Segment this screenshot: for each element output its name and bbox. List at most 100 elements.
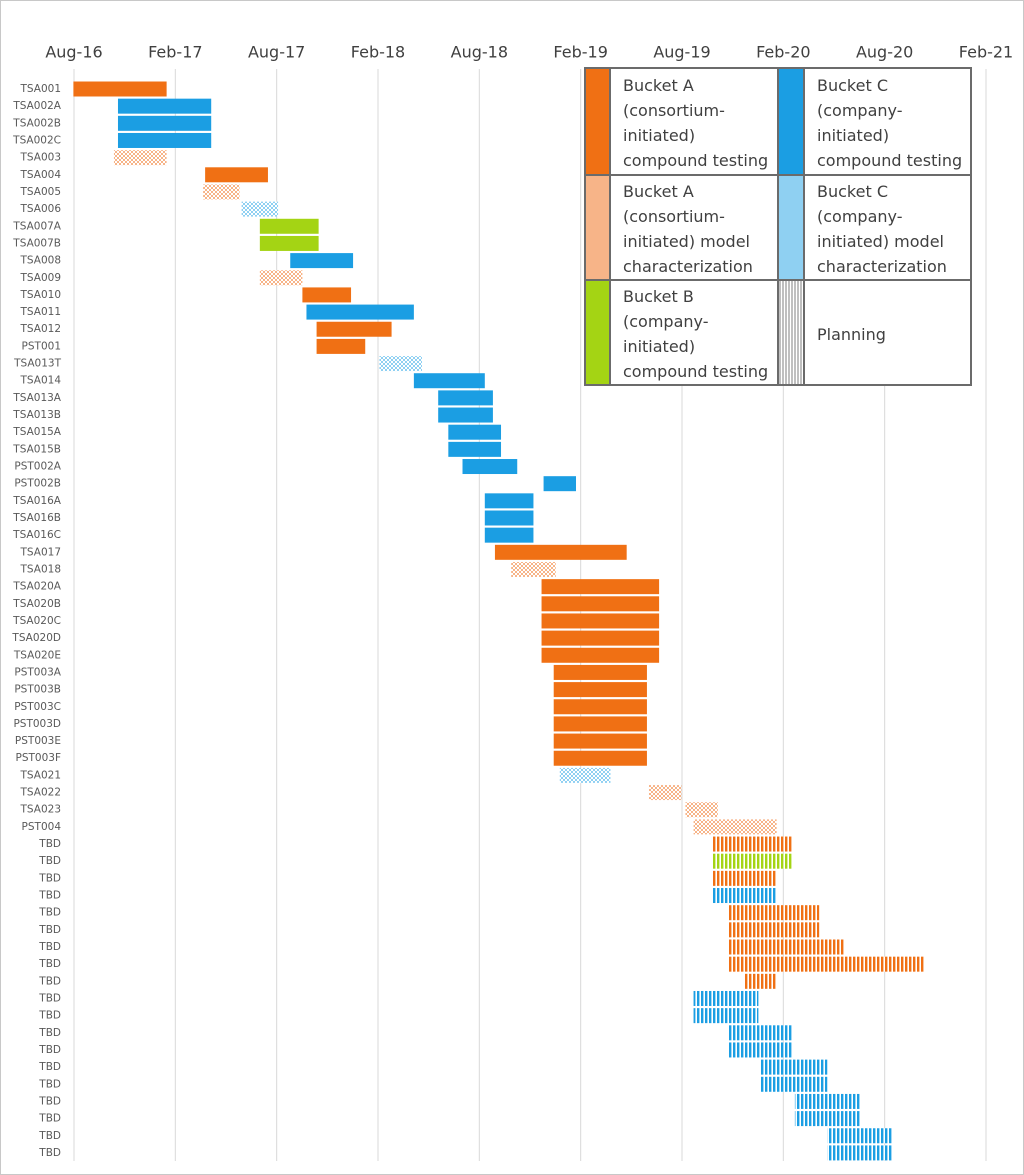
legend-label: Bucket C (company-initiated) model chara…	[804, 175, 971, 280]
y-tick-label: TBD	[38, 872, 61, 884]
y-tick-label: TBD	[38, 1044, 61, 1056]
task-bar	[448, 424, 502, 440]
task-bar	[711, 853, 793, 869]
y-tick-label: TSA013T	[13, 358, 61, 370]
task-bar	[484, 527, 534, 543]
x-tick-label: Aug-20	[856, 43, 913, 62]
task-bar	[711, 888, 777, 904]
task-bar	[728, 1025, 793, 1041]
task-bar	[113, 150, 167, 166]
y-tick-label: PST003D	[13, 718, 61, 730]
task-bar	[728, 956, 925, 972]
y-tick-label: TSA011	[20, 306, 62, 318]
task-bar	[541, 613, 660, 629]
task-bar	[711, 836, 793, 852]
y-tick-label: TBD	[38, 890, 61, 902]
y-tick-label: TSA022	[20, 787, 62, 799]
y-tick-label: TSA010	[20, 289, 62, 301]
y-tick-label: TSA023	[20, 804, 62, 816]
y-tick-label: TBD	[38, 941, 61, 953]
task-bar	[117, 132, 212, 148]
x-tick-label: Aug-18	[451, 43, 508, 62]
legend-swatch	[778, 68, 804, 175]
y-tick-label: TSA002C	[12, 134, 61, 146]
y-tick-label: TBD	[38, 1078, 61, 1090]
x-tick-label: Feb-17	[148, 43, 202, 62]
y-tick-label: TSA016A	[12, 495, 61, 507]
legend: Bucket A (consortium-initiated) compound…	[584, 67, 972, 386]
y-tick-label: TSA007B	[12, 237, 61, 249]
y-tick-label: TBD	[38, 1061, 61, 1073]
x-tick-label: Feb-18	[351, 43, 405, 62]
y-tick-label: TBD	[38, 975, 61, 987]
legend-label: Bucket A (consortium-initiated) compound…	[610, 68, 778, 175]
y-tick-label: TSA015B	[12, 443, 61, 455]
y-tick-label: TSA018	[20, 563, 62, 575]
task-bar	[711, 870, 777, 886]
y-tick-label: TBD	[38, 924, 61, 936]
legend-label: Bucket C (company-initiated) compound te…	[804, 68, 971, 175]
y-tick-label: TSA020C	[12, 615, 61, 627]
y-tick-label: TBD	[38, 1095, 61, 1107]
task-bar	[553, 699, 647, 715]
y-tick-label: PST002B	[14, 478, 61, 490]
y-tick-label: TBD	[38, 992, 61, 1004]
y-tick-label: TSA016C	[12, 529, 61, 541]
y-tick-label: TSA013A	[12, 392, 61, 404]
task-bar	[117, 115, 212, 131]
task-bar	[438, 407, 493, 423]
y-tick-label: TBD	[38, 958, 61, 970]
y-tick-label: TSA012	[20, 323, 62, 335]
y-tick-label: TSA006	[20, 203, 62, 215]
y-tick-label: TSA004	[20, 169, 62, 181]
y-tick-label: TSA020E	[13, 649, 61, 661]
x-tick-label: Aug-19	[653, 43, 710, 62]
y-tick-label: PST003F	[16, 752, 62, 764]
task-bar	[484, 510, 534, 526]
task-bar	[541, 647, 660, 663]
x-tick-label: Feb-20	[756, 43, 810, 62]
y-tick-label: TSA014	[20, 375, 62, 387]
y-tick-label: PST003A	[14, 666, 61, 678]
task-bar	[827, 1145, 893, 1161]
task-bar	[241, 201, 279, 217]
task-bar	[728, 922, 820, 938]
task-bar	[259, 218, 319, 234]
task-bar	[553, 682, 647, 698]
task-bar	[438, 390, 493, 406]
legend-label: Bucket A (consortium-initiated) model ch…	[610, 175, 778, 280]
y-tick-label: TBD	[38, 907, 61, 919]
y-tick-label: TSA002A	[12, 100, 61, 112]
task-bar	[794, 1093, 860, 1109]
task-bar	[462, 459, 518, 475]
y-tick-label: TSA007A	[12, 220, 61, 232]
y-tick-label: TSA002B	[12, 117, 61, 129]
x-tick-label: Feb-21	[959, 43, 1013, 62]
y-tick-label: TSA020D	[11, 632, 61, 644]
legend-label: Bucket B (company-initiated) compound te…	[610, 280, 778, 385]
legend-label: Planning	[804, 280, 971, 385]
task-bar	[379, 356, 422, 372]
task-bar	[205, 167, 268, 183]
task-bar	[290, 253, 354, 269]
task-bar	[302, 287, 352, 303]
task-bar	[559, 767, 611, 783]
task-bar	[541, 596, 660, 612]
task-bar	[117, 98, 212, 114]
y-tick-label: TSA015A	[12, 426, 61, 438]
y-tick-label: TBD	[38, 1113, 61, 1125]
task-bar	[693, 1008, 759, 1024]
y-tick-label: TBD	[38, 1147, 61, 1159]
task-bar	[728, 939, 844, 955]
y-tick-label: TBD	[38, 838, 61, 850]
task-bar	[760, 1059, 828, 1075]
task-bar	[827, 1128, 893, 1144]
task-bar	[693, 990, 759, 1006]
task-bar	[413, 373, 485, 389]
task-bar	[203, 184, 240, 200]
task-bar	[744, 973, 777, 989]
x-tick-label: Aug-17	[248, 43, 305, 62]
x-tick-label: Feb-19	[553, 43, 607, 62]
